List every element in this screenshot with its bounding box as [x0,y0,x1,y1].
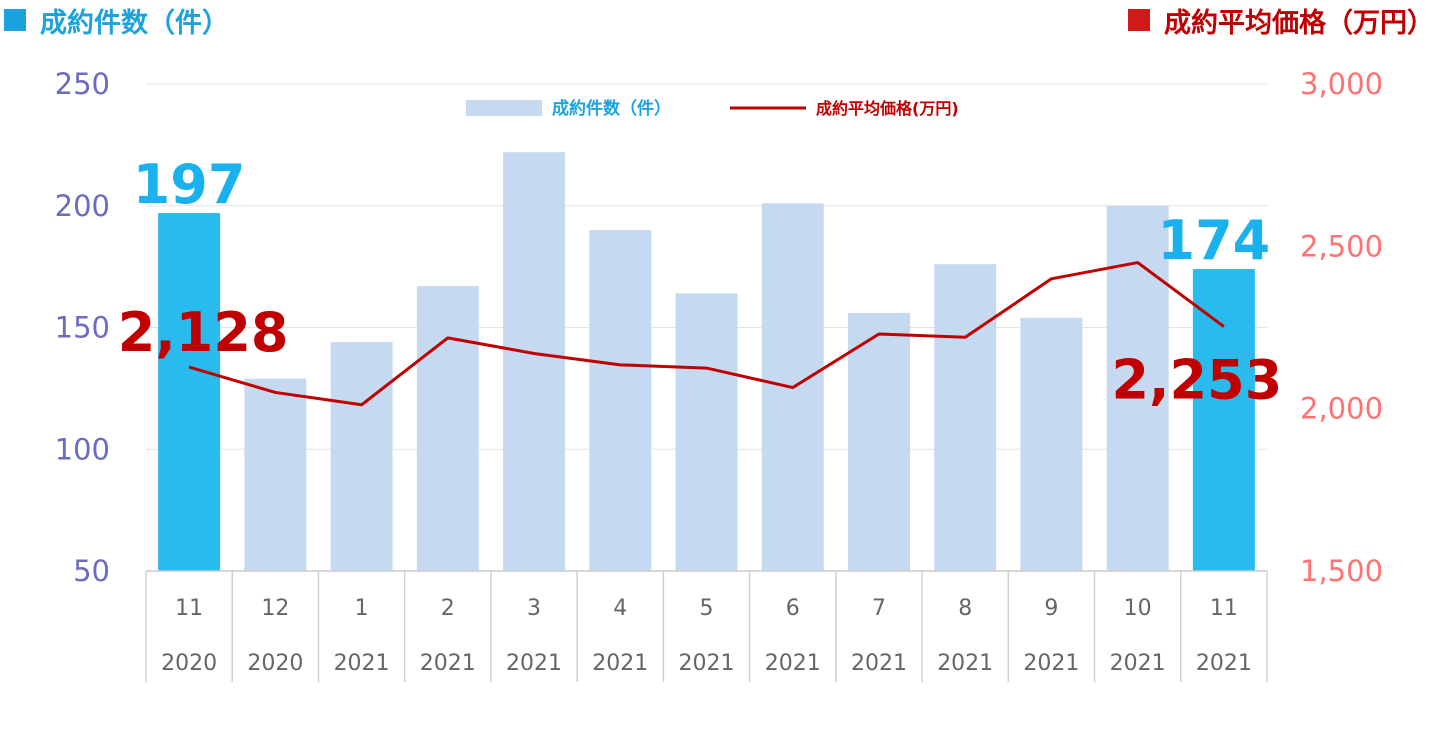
bar-series [158,152,1255,571]
right-tick-label: 1,500 [1300,554,1383,588]
year-label: 2021 [765,651,821,676]
year-label: 2021 [937,651,993,676]
right-tick-label: 2,000 [1300,392,1383,426]
left-legend-square-icon [4,9,26,31]
left-axis-title-text: 成約件数（件） [40,7,229,39]
year-label: 2021 [420,651,476,676]
left-tick-label: 100 [55,432,110,466]
month-label: 7 [872,596,886,621]
year-label: 2021 [1196,651,1252,676]
bar [934,264,997,571]
year-label: 2021 [679,651,735,676]
month-label: 2 [441,596,455,621]
bar-data-label: 197 [133,153,246,216]
bar [675,293,738,571]
line-series [188,261,1225,407]
month-label: 12 [261,596,289,621]
year-label: 2021 [506,651,562,676]
right-legend-square-icon [1128,9,1150,31]
year-label: 2021 [1110,651,1166,676]
right-tick-label: 2,500 [1300,229,1383,263]
month-label: 4 [613,596,627,621]
bar-data-label: 174 [1158,209,1271,272]
bar [589,230,652,571]
year-label: 2021 [1023,651,1079,676]
month-label: 11 [1210,596,1238,621]
year-label: 2020 [161,651,217,676]
category-axis: 11 2020 12 2020 1 2021 2 2021 3 2021 4 2021 5 2021 6 20… [145,570,1268,682]
right-axis-title: 成約平均価格（万円） [1128,0,1434,40]
month-label: 6 [786,596,800,621]
month-label: 5 [700,596,714,621]
year-label: 2021 [851,651,907,676]
bar [1020,317,1083,571]
legend-bar-label: 成約件数（件） [552,98,671,119]
legend-line-label: 成約平均価格(万円) [816,99,959,118]
year-label: 2021 [592,651,648,676]
data-labels: 197 174 2,128 2,253 [118,153,1283,411]
line-data-label: 2,128 [118,301,289,364]
bar [244,378,307,571]
month-label: 1 [355,596,369,621]
left-tick-label: 250 [55,67,110,101]
bar [416,286,479,571]
year-label: 2020 [247,651,303,676]
month-label: 3 [527,596,541,621]
month-label: 9 [1044,596,1058,621]
legend: 成約件数（件） 成約平均価格(万円) [466,98,959,119]
right-tick-label: 3,000 [1300,67,1383,101]
left-tick-label: 50 [73,554,110,588]
left-axis-title: 成約件数（件） [4,0,229,40]
line-data-label: 2,253 [1111,349,1282,412]
left-tick-label: 200 [55,189,110,223]
bar [503,152,566,571]
bar [847,312,910,571]
month-label: 11 [175,596,203,621]
legend-bar-swatch [466,100,542,116]
month-label: 10 [1124,596,1152,621]
bar [158,213,221,571]
bar [330,342,393,571]
price-line [188,261,1225,407]
left-tick-label: 150 [55,311,110,345]
year-label: 2021 [334,651,390,676]
right-axis-title-text: 成約平均価格（万円） [1164,7,1434,39]
month-label: 8 [958,596,972,621]
bar [1192,269,1255,571]
axes: 50 100 150 200 250 1,500 2,000 2,500 3,000 [55,67,1383,588]
